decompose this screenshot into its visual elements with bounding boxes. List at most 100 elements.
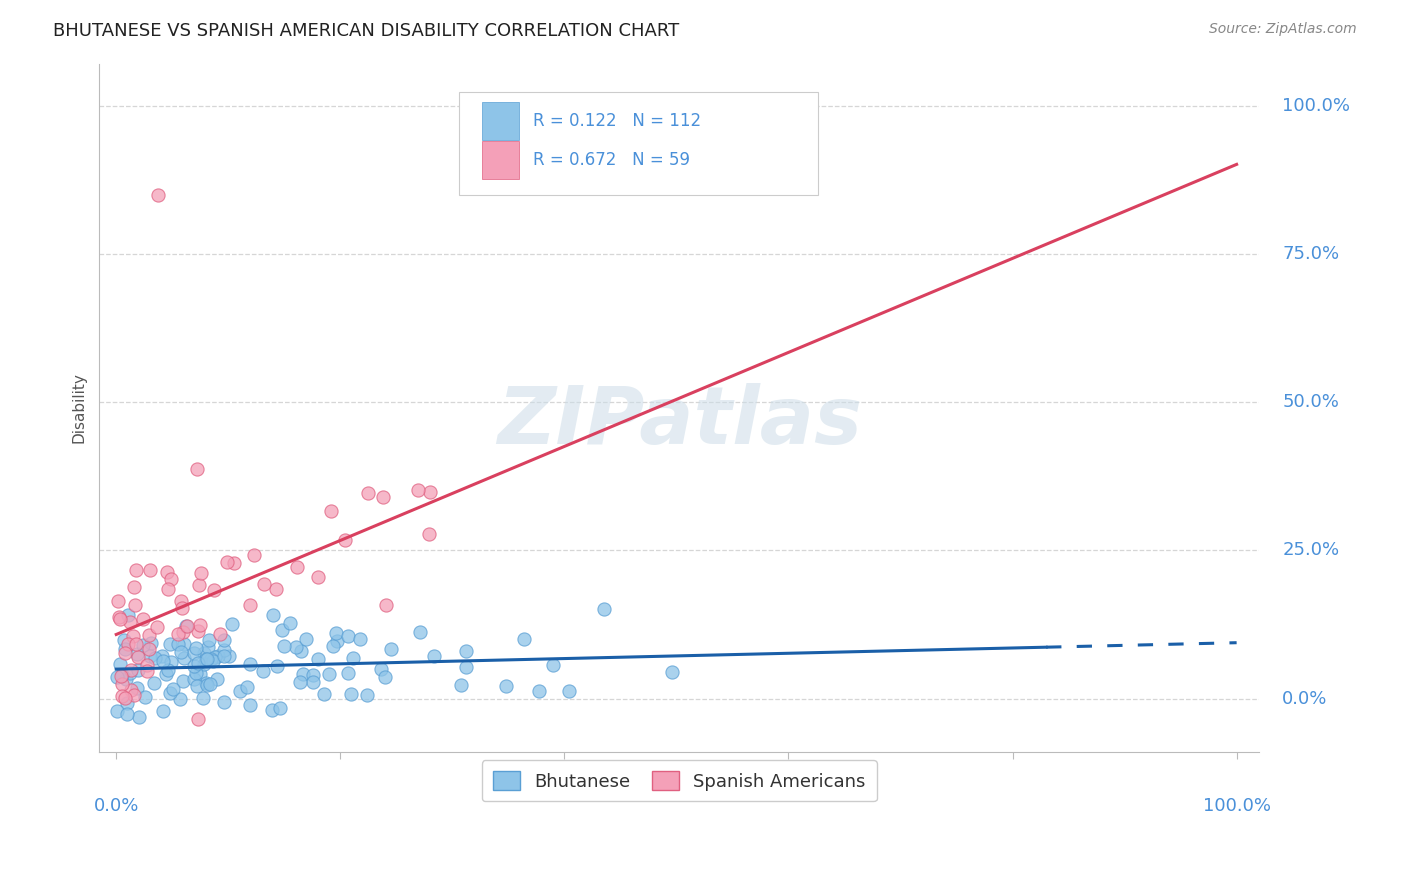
Text: 0.0%: 0.0% bbox=[94, 797, 139, 814]
Point bbox=[373, 670, 395, 684]
Legend: Bhutanese, Spanish Americans: Bhutanese, Spanish Americans bbox=[482, 760, 877, 801]
Point bbox=[349, 632, 371, 646]
Point bbox=[290, 644, 312, 658]
Point bbox=[173, 637, 195, 651]
Point bbox=[125, 681, 148, 696]
Point bbox=[170, 594, 193, 608]
Point bbox=[325, 626, 347, 640]
Point bbox=[125, 637, 148, 651]
Point bbox=[195, 652, 218, 666]
Point bbox=[128, 710, 150, 724]
Point bbox=[136, 658, 159, 673]
Point bbox=[136, 664, 159, 678]
Bar bbox=[482, 103, 519, 140]
Point bbox=[159, 685, 181, 699]
Point bbox=[186, 665, 208, 680]
Point bbox=[198, 632, 221, 647]
Point bbox=[380, 641, 402, 656]
Point bbox=[187, 577, 209, 591]
Point bbox=[141, 636, 163, 650]
Point bbox=[155, 667, 177, 681]
Point bbox=[285, 560, 308, 574]
Point bbox=[307, 569, 329, 583]
Point bbox=[193, 646, 215, 660]
Point bbox=[148, 187, 170, 202]
Point bbox=[138, 642, 160, 657]
Point bbox=[172, 674, 194, 689]
Point bbox=[229, 683, 252, 698]
Point bbox=[120, 682, 142, 697]
Point bbox=[239, 698, 262, 712]
Point bbox=[115, 696, 138, 710]
Point bbox=[342, 650, 364, 665]
Point bbox=[370, 662, 392, 676]
Point bbox=[110, 612, 132, 626]
Point bbox=[157, 664, 180, 678]
Point bbox=[159, 572, 181, 586]
Point bbox=[150, 648, 173, 663]
Point bbox=[138, 649, 160, 664]
Point bbox=[513, 632, 536, 646]
Point bbox=[114, 690, 136, 705]
Point bbox=[186, 462, 208, 476]
Text: 100.0%: 100.0% bbox=[1282, 96, 1350, 114]
Point bbox=[105, 705, 128, 719]
Point bbox=[375, 598, 398, 612]
Point bbox=[253, 576, 276, 591]
Point bbox=[423, 648, 446, 663]
Point bbox=[138, 563, 160, 577]
Text: Source: ZipAtlas.com: Source: ZipAtlas.com bbox=[1209, 22, 1357, 37]
Point bbox=[356, 486, 378, 500]
Point bbox=[193, 657, 215, 671]
Point bbox=[325, 634, 347, 648]
Point bbox=[172, 624, 194, 639]
Point bbox=[456, 643, 478, 657]
Point bbox=[278, 615, 301, 630]
Point bbox=[408, 483, 430, 497]
Point bbox=[333, 533, 356, 548]
Point bbox=[176, 619, 198, 633]
Point bbox=[262, 703, 284, 717]
Point bbox=[183, 646, 205, 660]
FancyBboxPatch shape bbox=[458, 92, 818, 194]
Point bbox=[125, 648, 148, 662]
Point bbox=[266, 582, 288, 596]
Point bbox=[224, 557, 246, 571]
Point bbox=[127, 664, 149, 678]
Point bbox=[194, 676, 217, 690]
Point bbox=[239, 598, 262, 612]
Point bbox=[117, 637, 139, 651]
Point bbox=[105, 670, 128, 684]
Text: R = 0.122   N = 112: R = 0.122 N = 112 bbox=[533, 112, 702, 130]
Point bbox=[111, 689, 134, 703]
Point bbox=[418, 527, 440, 541]
Text: ZIPatlas: ZIPatlas bbox=[496, 383, 862, 461]
Point bbox=[322, 639, 344, 653]
Point bbox=[450, 677, 472, 691]
Text: R = 0.672   N = 59: R = 0.672 N = 59 bbox=[533, 152, 690, 169]
Point bbox=[188, 667, 211, 681]
Point bbox=[314, 687, 336, 701]
Point bbox=[190, 566, 212, 581]
Text: 100.0%: 100.0% bbox=[1202, 797, 1271, 814]
Point bbox=[110, 669, 132, 683]
Point bbox=[117, 607, 139, 622]
Point bbox=[340, 687, 363, 701]
Point bbox=[527, 684, 550, 698]
Point bbox=[307, 652, 329, 666]
Point bbox=[138, 627, 160, 641]
Point bbox=[541, 658, 564, 673]
Point bbox=[118, 615, 141, 629]
Point bbox=[454, 660, 477, 674]
Point bbox=[107, 594, 129, 608]
Point bbox=[108, 610, 131, 624]
Point bbox=[262, 607, 284, 622]
Point bbox=[205, 672, 228, 686]
Point bbox=[169, 691, 191, 706]
Point bbox=[112, 633, 135, 648]
Point bbox=[143, 651, 166, 665]
Point bbox=[111, 668, 134, 682]
Point bbox=[183, 672, 205, 686]
Point bbox=[184, 640, 207, 655]
Point bbox=[120, 663, 142, 677]
